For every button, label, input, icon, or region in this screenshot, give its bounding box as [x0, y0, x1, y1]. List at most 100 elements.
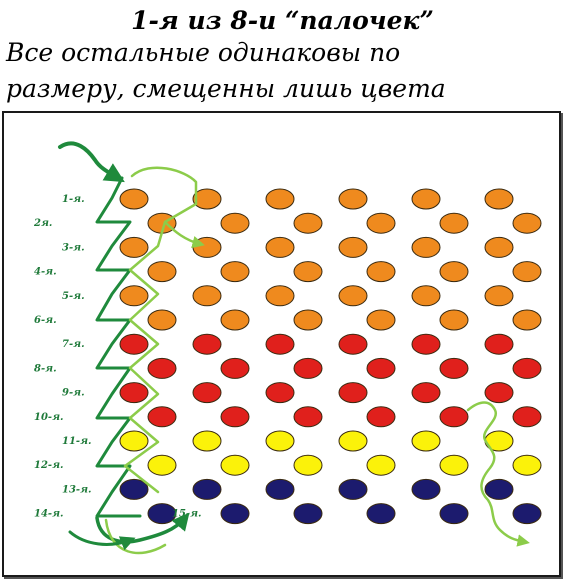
row-label: 1-я. [62, 194, 85, 205]
bead-red [265, 382, 295, 404]
bead-yellow [439, 454, 469, 476]
bead-navy [293, 503, 323, 525]
bead-red [119, 333, 149, 355]
bead-red [411, 333, 441, 355]
bottom-loop-dark [95, 512, 190, 544]
bead-orange [411, 285, 441, 307]
bead-yellow [366, 454, 396, 476]
bead-orange [147, 261, 177, 283]
bead-red [512, 357, 542, 379]
bead-orange [293, 309, 323, 331]
bead-red [147, 357, 177, 379]
bead-red [192, 333, 222, 355]
bead-red [293, 406, 323, 428]
bead-red [119, 382, 149, 404]
bead-orange [293, 212, 323, 234]
bead-yellow [192, 430, 222, 452]
bead-red [484, 333, 514, 355]
bead-orange [484, 285, 514, 307]
bead-navy [366, 503, 396, 525]
bead-red [439, 406, 469, 428]
bead-orange [192, 236, 222, 258]
bead-orange [220, 261, 250, 283]
bead-orange [265, 236, 295, 258]
bead-navy [484, 478, 514, 500]
bead-orange [512, 261, 542, 283]
bead-orange [265, 285, 295, 307]
bead-orange [512, 212, 542, 234]
row2-arrow-icon [163, 220, 205, 249]
bead-red [220, 406, 250, 428]
bead-orange [338, 236, 368, 258]
bead-yellow [512, 454, 542, 476]
row-label: 14-я. [34, 509, 64, 520]
bead-orange [220, 309, 250, 331]
bead-orange [366, 261, 396, 283]
bead-navy [265, 478, 295, 500]
row-label: 6-я. [34, 315, 57, 326]
bead-orange [439, 212, 469, 234]
bead-red [265, 333, 295, 355]
row-label: 4-я. [34, 267, 57, 278]
bead-red [439, 357, 469, 379]
thread-dark-weave [95, 176, 142, 518]
subtitle-line-2: размеру, смещенны лишь цвета [6, 74, 446, 103]
bead-orange [411, 188, 441, 210]
bead-orange [119, 188, 149, 210]
row-label: 8-я. [34, 363, 57, 374]
bead-yellow [119, 430, 149, 452]
row-labels: 1-я. 2я. 3-я. 4-я. 5-я. 6-я. 7-я. 8-я. 9-я. 10-я.… [33, 194, 202, 520]
page-title: 1-я из 8-и “палочек” [131, 6, 434, 35]
bead-red [411, 382, 441, 404]
bead-orange [338, 285, 368, 307]
row-label: 2я. [33, 218, 52, 229]
bead-orange [338, 188, 368, 210]
bead-red [512, 406, 542, 428]
bead-orange [220, 212, 250, 234]
bead-yellow [411, 430, 441, 452]
end-row-label: 15-я. [172, 509, 202, 520]
bead-red [338, 382, 368, 404]
bead-yellow [293, 454, 323, 476]
bead-red [338, 333, 368, 355]
bead-navy [439, 503, 469, 525]
row-label: 12-я. [34, 460, 64, 471]
bead-orange [293, 261, 323, 283]
entry-arrow-icon [58, 141, 125, 183]
bead-yellow [147, 454, 177, 476]
bead-red [293, 357, 323, 379]
bead-navy [411, 478, 441, 500]
bead-red [366, 357, 396, 379]
bead-orange [484, 188, 514, 210]
bead-orange [192, 285, 222, 307]
bead-red [220, 357, 250, 379]
bead-navy [338, 478, 368, 500]
bead-orange [512, 309, 542, 331]
bead-orange [192, 188, 222, 210]
bead-orange [265, 188, 295, 210]
bead-orange [147, 309, 177, 331]
row-label: 3-я. [62, 242, 85, 253]
subtitle-line-1: Все остальные одинаковы по [6, 38, 401, 67]
bead-orange [439, 261, 469, 283]
bead-red [484, 382, 514, 404]
bead-yellow [220, 454, 250, 476]
row-label: 13-я. [62, 484, 92, 495]
diagram-frame [2, 111, 561, 577]
bead-orange [119, 285, 149, 307]
bead-orange [484, 236, 514, 258]
bead-red [192, 382, 222, 404]
bead-orange [439, 309, 469, 331]
bead-navy [119, 478, 149, 500]
beads-layer [119, 188, 542, 525]
bead-yellow [265, 430, 295, 452]
row-label: 7-я. [62, 339, 85, 350]
bead-navy [512, 503, 542, 525]
thread-right-side [466, 401, 530, 547]
row-label: 11-я. [62, 436, 92, 447]
bead-red [366, 406, 396, 428]
bead-orange [411, 236, 441, 258]
thread-light-weave [123, 166, 198, 494]
row-label: 10-я. [34, 412, 64, 423]
row-label: 9-я. [62, 388, 85, 399]
